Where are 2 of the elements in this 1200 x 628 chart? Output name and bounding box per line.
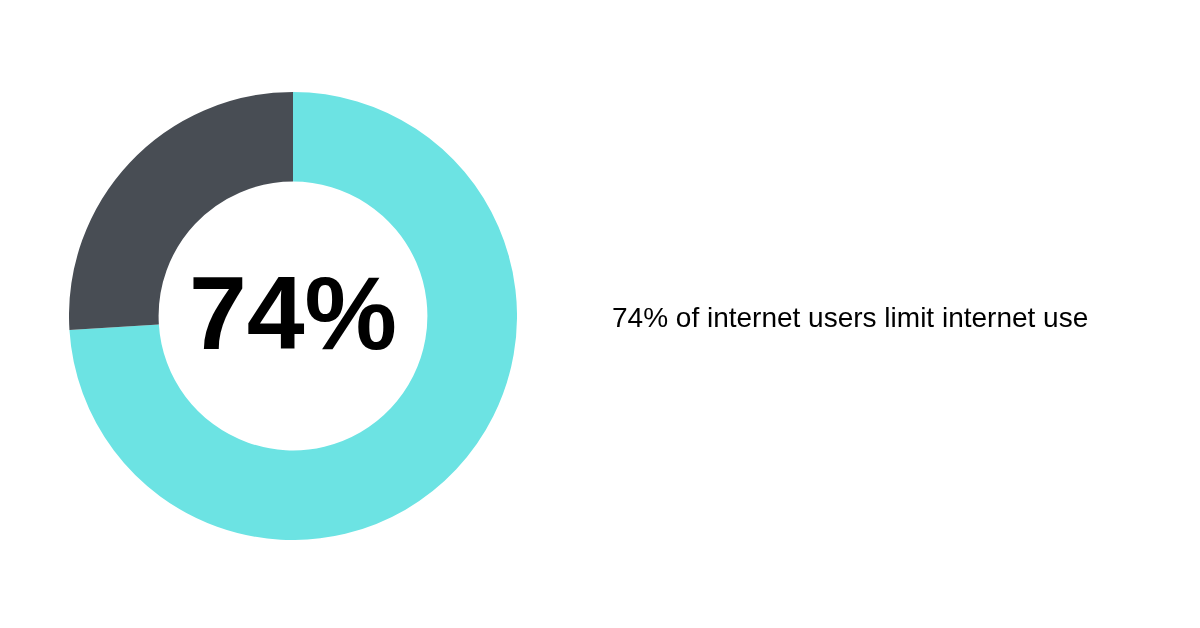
text: 74% of internet users limit internet use: [612, 302, 1089, 334]
data-label: 74%: [188, 254, 398, 371]
